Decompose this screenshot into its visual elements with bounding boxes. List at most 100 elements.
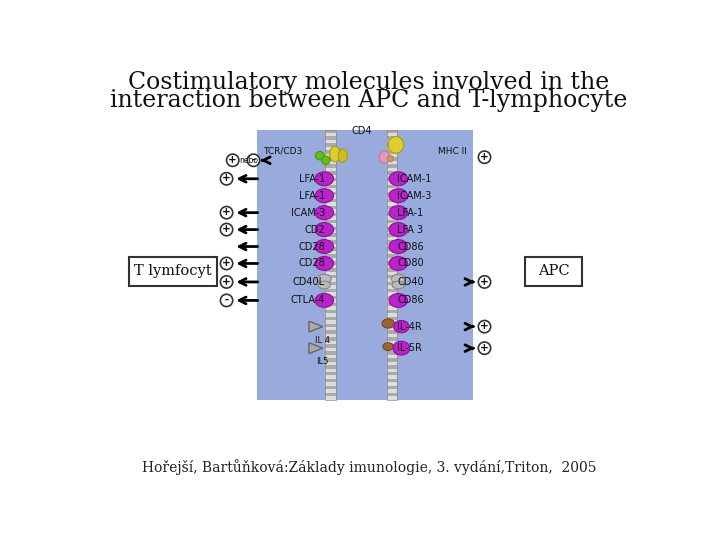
- Ellipse shape: [315, 256, 333, 271]
- Bar: [325, 230, 336, 233]
- Ellipse shape: [389, 172, 408, 186]
- Bar: [325, 178, 336, 181]
- Ellipse shape: [389, 240, 408, 253]
- FancyBboxPatch shape: [526, 256, 582, 286]
- Bar: [325, 244, 336, 247]
- Bar: [387, 147, 397, 150]
- Bar: [387, 292, 397, 296]
- Bar: [325, 341, 336, 345]
- Text: +: +: [222, 173, 231, 184]
- Bar: [387, 379, 397, 382]
- Bar: [387, 296, 397, 299]
- Ellipse shape: [393, 341, 410, 355]
- Bar: [325, 154, 336, 157]
- Ellipse shape: [389, 206, 408, 220]
- Text: ICAM-1: ICAM-1: [397, 174, 432, 184]
- Bar: [325, 192, 336, 195]
- Bar: [325, 147, 336, 150]
- Bar: [387, 226, 397, 230]
- Bar: [325, 292, 336, 296]
- Circle shape: [220, 276, 233, 288]
- Text: CD2: CD2: [305, 225, 325, 234]
- Bar: [325, 282, 336, 286]
- Bar: [325, 140, 336, 143]
- Bar: [325, 338, 336, 341]
- Text: +: +: [222, 258, 231, 268]
- Ellipse shape: [318, 274, 331, 284]
- Circle shape: [220, 224, 233, 236]
- Text: +: +: [222, 224, 231, 234]
- Bar: [387, 178, 397, 181]
- Bar: [387, 171, 397, 174]
- Bar: [325, 188, 336, 192]
- Bar: [325, 181, 336, 185]
- Bar: [387, 306, 397, 309]
- Ellipse shape: [315, 222, 333, 237]
- Bar: [325, 362, 336, 365]
- Ellipse shape: [315, 189, 333, 202]
- Text: IL-5R: IL-5R: [397, 343, 423, 353]
- Bar: [325, 345, 336, 348]
- Text: IL5: IL5: [317, 357, 329, 367]
- Circle shape: [220, 173, 233, 185]
- Bar: [387, 341, 397, 345]
- Text: CD86: CD86: [397, 241, 424, 252]
- Bar: [325, 206, 336, 209]
- Bar: [325, 195, 336, 199]
- Text: +: +: [222, 207, 231, 217]
- Bar: [325, 157, 336, 161]
- Bar: [325, 365, 336, 369]
- Bar: [387, 202, 397, 206]
- Bar: [325, 265, 336, 268]
- Bar: [387, 143, 397, 147]
- Text: -: -: [225, 295, 229, 305]
- Bar: [387, 323, 397, 327]
- Bar: [387, 247, 397, 251]
- Bar: [325, 396, 336, 400]
- Bar: [325, 306, 336, 309]
- Text: ICAM-3: ICAM-3: [397, 191, 432, 201]
- FancyBboxPatch shape: [129, 256, 217, 286]
- Bar: [325, 164, 336, 167]
- Circle shape: [227, 154, 239, 166]
- Bar: [387, 358, 397, 362]
- Text: CD80: CD80: [397, 259, 424, 268]
- Text: MHC II: MHC II: [438, 146, 467, 156]
- Bar: [325, 223, 336, 226]
- Bar: [387, 140, 397, 143]
- Text: CD40L: CD40L: [293, 277, 325, 287]
- Bar: [387, 164, 397, 167]
- Bar: [387, 275, 397, 279]
- Bar: [387, 188, 397, 192]
- Ellipse shape: [315, 240, 333, 253]
- Ellipse shape: [315, 172, 333, 186]
- Bar: [387, 199, 397, 202]
- Bar: [325, 247, 336, 251]
- Bar: [387, 261, 397, 265]
- Text: CD28: CD28: [298, 259, 325, 268]
- Bar: [325, 240, 336, 244]
- Bar: [387, 157, 397, 161]
- Bar: [387, 240, 397, 244]
- Bar: [325, 251, 336, 254]
- Bar: [387, 396, 397, 400]
- Bar: [325, 316, 336, 320]
- Circle shape: [478, 151, 490, 164]
- Bar: [387, 338, 397, 341]
- Text: LFA-1: LFA-1: [397, 208, 424, 218]
- Text: T lymfocyt: T lymfocyt: [134, 264, 212, 278]
- Text: Hořejší, Bartůňková:Základy imunologie, 3. vydání,Triton,  2005: Hořejší, Bartůňková:Základy imunologie, …: [142, 459, 596, 475]
- Bar: [387, 316, 397, 320]
- Text: LFA 3: LFA 3: [397, 225, 423, 234]
- Bar: [325, 185, 336, 188]
- Bar: [387, 130, 397, 133]
- Bar: [325, 375, 336, 379]
- Bar: [325, 133, 336, 137]
- Text: -: -: [251, 155, 256, 165]
- Ellipse shape: [389, 189, 408, 202]
- Bar: [325, 393, 336, 396]
- Bar: [325, 330, 336, 334]
- Bar: [387, 309, 397, 313]
- Polygon shape: [309, 321, 323, 332]
- Bar: [257, 130, 473, 400]
